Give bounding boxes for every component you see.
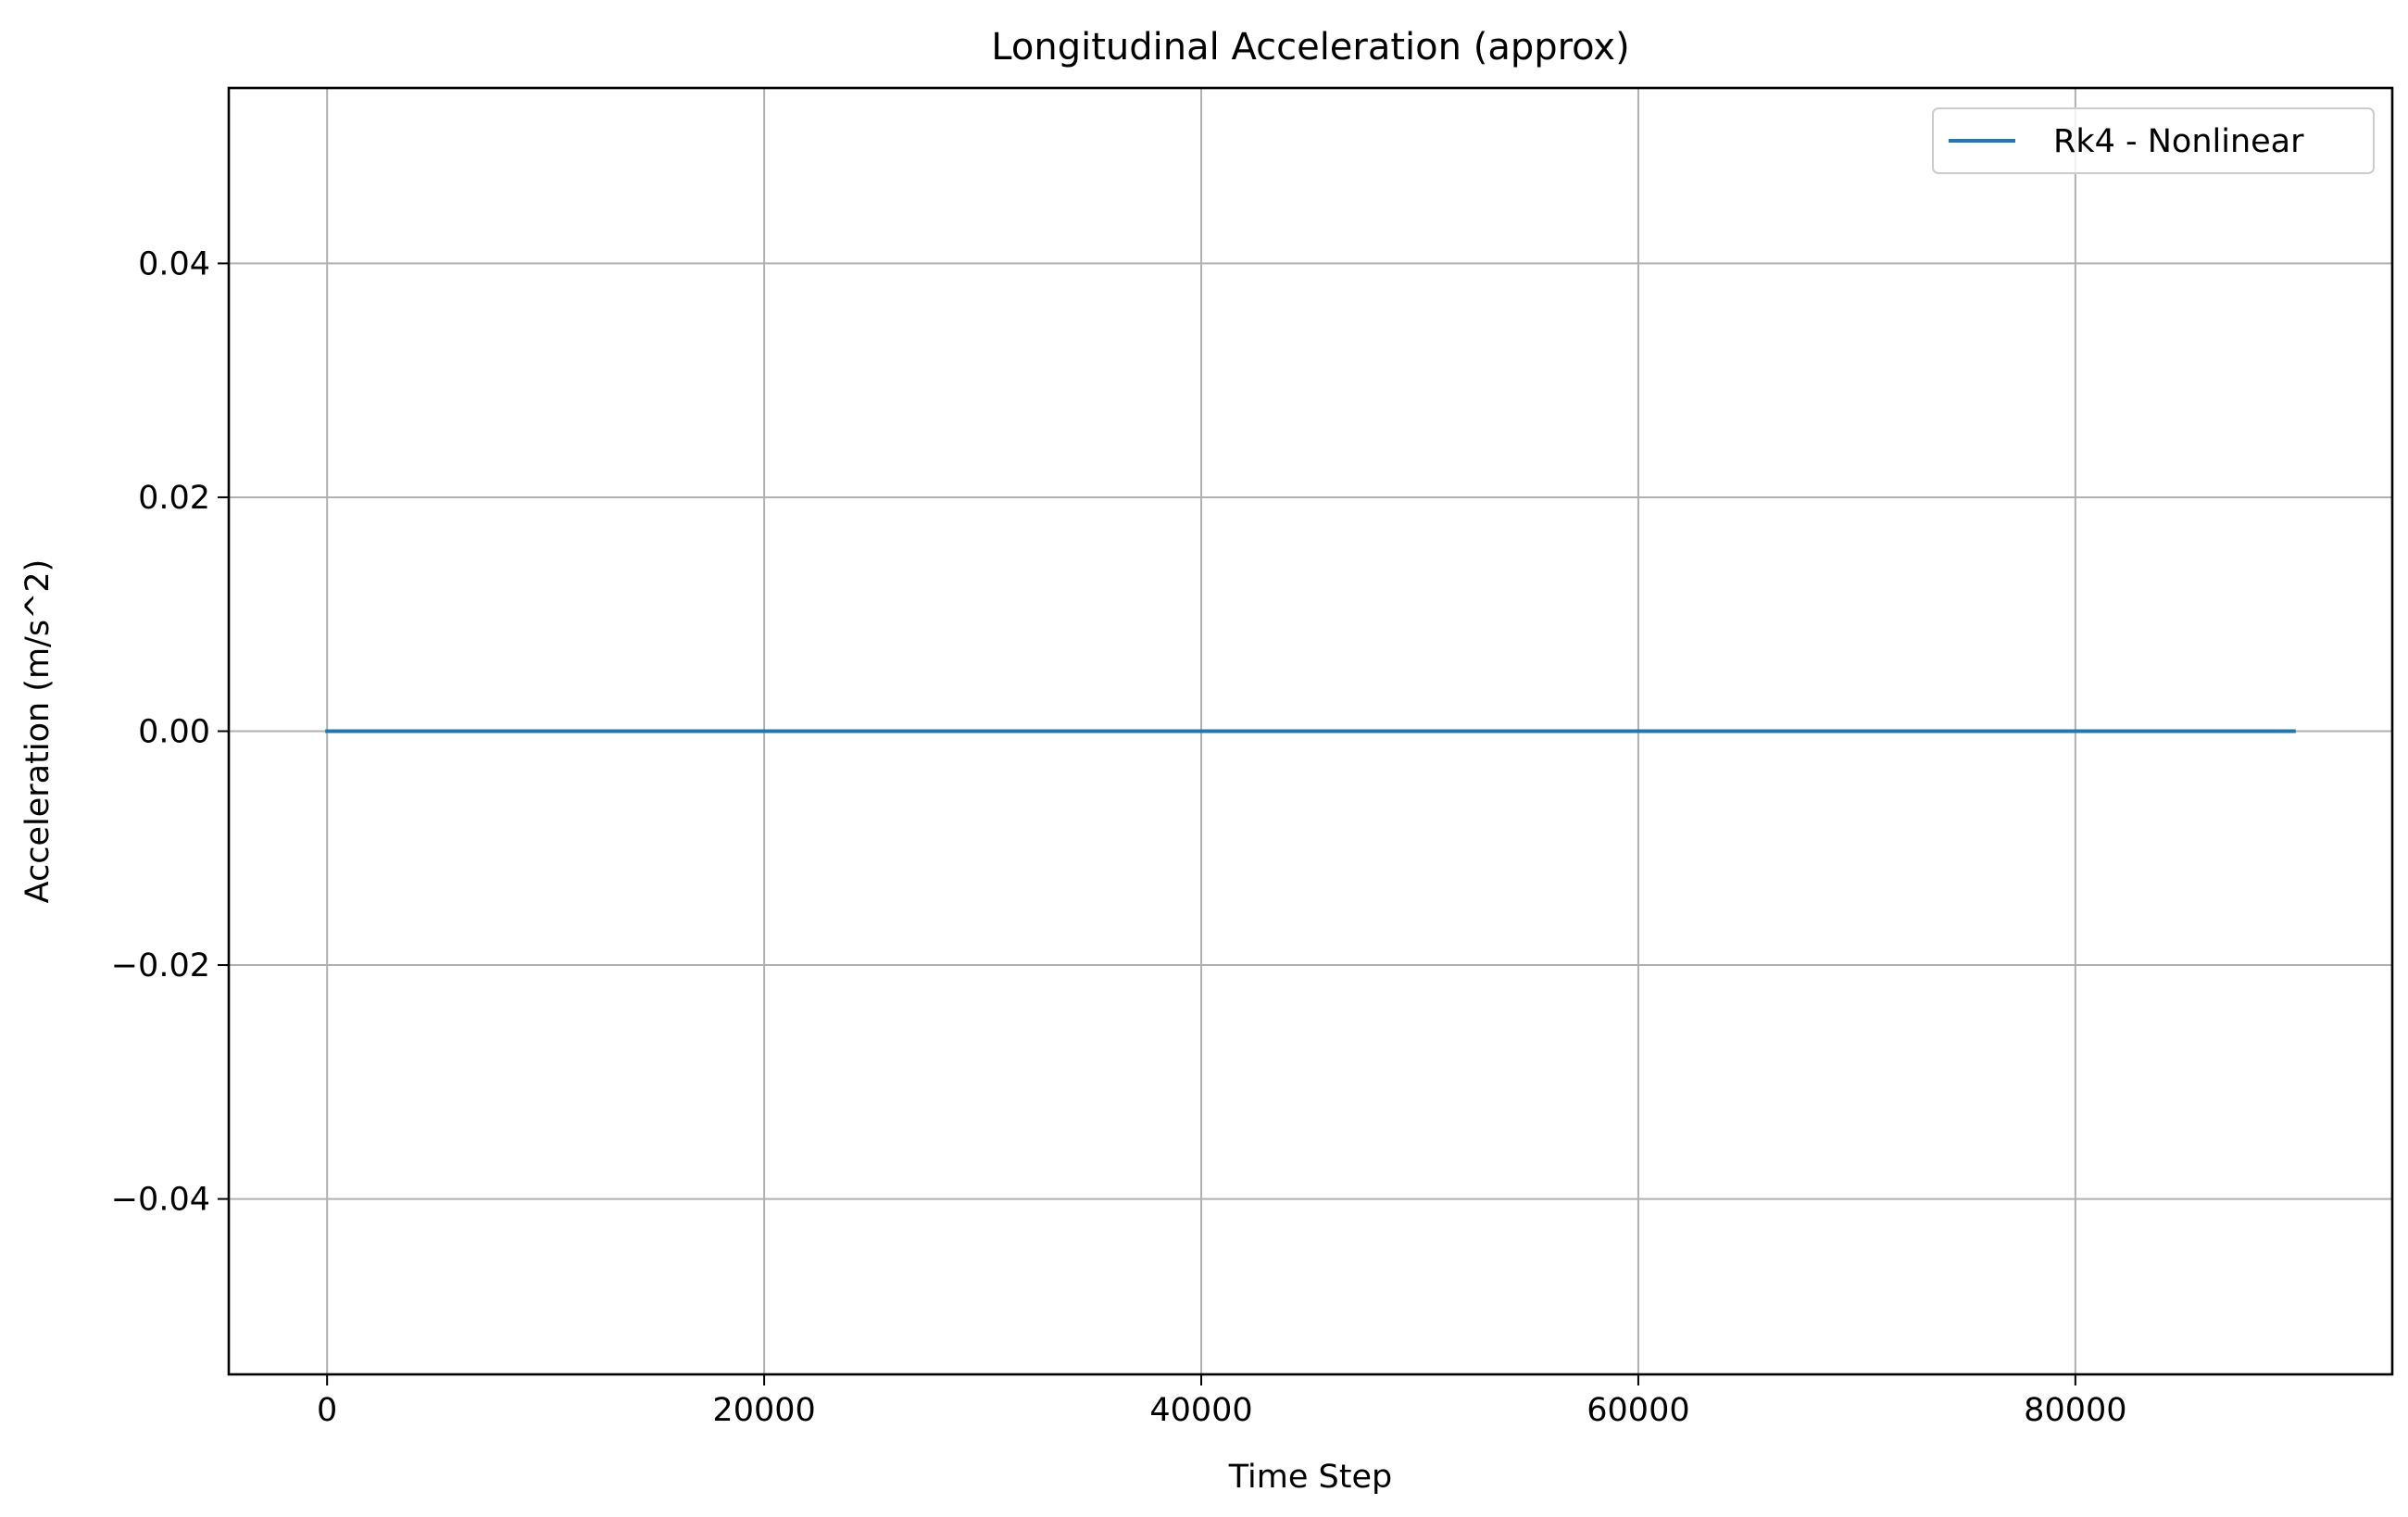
y-tick-label: −0.04 <box>111 1182 210 1219</box>
x-axis-ticks: 0 20000 40000 60000 80000 <box>317 1374 2127 1429</box>
y-axis-ticks: −0.04 −0.02 0.00 0.02 0.04 <box>111 245 229 1219</box>
legend: Rk4 - Nonlinear <box>1932 107 2375 174</box>
x-tick-label: 0 <box>317 1392 337 1429</box>
legend-box <box>1932 107 2375 174</box>
x-tick-label: 80000 <box>2024 1392 2126 1429</box>
chart-title: Longitudinal Acceleration (approx) <box>991 26 1629 69</box>
y-tick-label: 0.04 <box>138 245 210 282</box>
y-tick-label: −0.02 <box>111 947 210 984</box>
y-tick-label: 0.02 <box>138 480 210 517</box>
x-tick-label: 40000 <box>1149 1392 1252 1429</box>
y-tick-label: 0.00 <box>138 714 210 751</box>
x-tick-label: 60000 <box>1587 1392 1689 1429</box>
legend-label: Rk4 - Nonlinear <box>2053 123 2304 160</box>
x-tick-label: 20000 <box>712 1392 815 1429</box>
y-axis-label: Acceleration (m/s^2) <box>19 559 56 904</box>
x-axis-label: Time Step <box>1228 1459 1392 1496</box>
